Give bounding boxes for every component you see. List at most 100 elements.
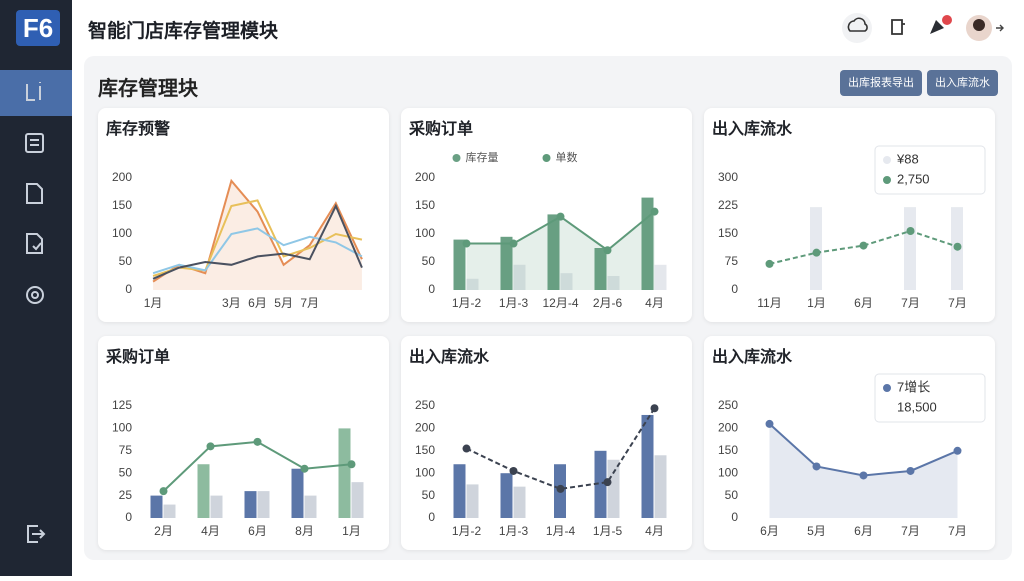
- x-tick-label: 8月: [295, 524, 314, 538]
- content-panel: 库存管理块 出库报表导出 出入库流水 库存预警 0 50 100 150 200 1月 3月 6…: [84, 56, 1012, 560]
- point: [650, 404, 659, 413]
- point: [650, 207, 659, 216]
- point: [765, 259, 774, 268]
- nav-icon[interactable]: [26, 183, 43, 204]
- bar: [351, 482, 364, 518]
- y-tick-label: 100: [112, 226, 132, 240]
- point: [509, 466, 518, 475]
- x-tick-label: 1月-5: [593, 524, 623, 538]
- nav-icon[interactable]: [26, 82, 41, 101]
- chart: 出入库流水 0 50 100 150 200 250 1月-2 1月-3 1月-4 1月-5 4月: [409, 347, 667, 538]
- nav-icon[interactable]: [26, 286, 44, 304]
- legend-label: 单数: [556, 151, 578, 164]
- bar: [257, 491, 270, 518]
- y-tick-label: 150: [718, 443, 738, 457]
- bar: [607, 459, 620, 518]
- line: [152, 199, 363, 277]
- x-tick-label: 7月: [948, 296, 967, 310]
- legend-box: [874, 145, 986, 195]
- bar: [291, 468, 304, 518]
- line: [466, 407, 656, 490]
- point: [812, 248, 821, 257]
- y-tick-label: 100: [718, 465, 738, 479]
- chart-card: 出入库流水 0 50 100 150 200 250 6月 5月 6月 7月 7月 7增长 18,500: [704, 336, 995, 550]
- point: [859, 241, 868, 250]
- chart-card: 出入库流水 0 75 150 225 300 11月 1月 6月 7月 7月 ¥88 2,750: [704, 108, 995, 322]
- x-tick-label: 4月: [645, 524, 664, 538]
- y-tick-label: 75: [725, 254, 739, 268]
- x-tick-label: 6月: [760, 524, 779, 538]
- bar: [560, 273, 573, 290]
- y-tick-label: 75: [119, 443, 133, 457]
- x-tick-label: 7月: [300, 296, 319, 310]
- bar: [513, 486, 526, 518]
- active-nav[interactable]: [0, 70, 72, 116]
- y-tick-label: 0: [428, 282, 435, 296]
- legend-box: [874, 373, 986, 423]
- y-tick-label: 0: [731, 510, 738, 524]
- bar: [654, 455, 667, 518]
- x-tick-label: 1月: [807, 296, 826, 310]
- action-button[interactable]: 出库报表导出: [840, 70, 922, 96]
- y-tick-label: 0: [428, 510, 435, 524]
- bar: [338, 428, 351, 518]
- bar: [641, 414, 654, 518]
- chart-grid: 库存预警 0 50 100 150 200 1月 3月 6月 5月 7月 采购订单 0 50 100 150 2…: [98, 108, 995, 550]
- bar: [466, 278, 479, 290]
- chart-title: 出入库流水: [712, 347, 793, 366]
- notification-badge: [942, 15, 952, 25]
- area: [769, 423, 958, 518]
- bar: [513, 264, 526, 290]
- point: [300, 464, 309, 473]
- y-tick-label: 200: [718, 421, 738, 435]
- point: [603, 246, 612, 255]
- legend-swatch: [452, 154, 461, 162]
- y-tick-label: 0: [731, 282, 738, 296]
- y-tick-label: 50: [422, 488, 436, 502]
- point: [953, 446, 962, 455]
- x-tick-label: 1月-3: [499, 296, 529, 310]
- bell-button[interactable]: [930, 20, 944, 34]
- line: [152, 203, 363, 280]
- nav-icon[interactable]: [25, 133, 44, 153]
- y-tick-label: 300: [718, 170, 738, 184]
- y-tick-label: 150: [718, 226, 738, 240]
- chart-card: 出入库流水 0 50 100 150 200 250 1月-2 1月-3 1月-4 1月-5 4月: [401, 336, 692, 550]
- bar: [453, 239, 466, 290]
- x-tick-label: 2月-6: [593, 296, 623, 310]
- point: [812, 462, 821, 471]
- chart: 出入库流水 0 50 100 150 200 250 6月 5月 6月 7月 7月 7增长 18,500: [712, 347, 986, 538]
- menu-arrow[interactable]: [996, 24, 1004, 32]
- bar: [904, 207, 916, 290]
- x-tick-label: 1月: [144, 296, 163, 310]
- legend-swatch: [883, 156, 891, 164]
- x-tick-label: 6月: [248, 524, 267, 538]
- doc-button[interactable]: [891, 19, 905, 35]
- legend-swatch: [883, 384, 891, 392]
- point: [159, 487, 168, 496]
- logout-icon[interactable]: [27, 525, 46, 543]
- line: [162, 440, 352, 492]
- nav-icon[interactable]: [26, 233, 43, 254]
- y-tick-label: 225: [718, 198, 738, 212]
- action-button[interactable]: 出入库流水: [927, 70, 998, 96]
- y-tick-label: 200: [112, 170, 132, 184]
- x-tick-label: 5月: [274, 296, 293, 310]
- x-tick-label: 11月: [757, 296, 781, 310]
- bar: [304, 495, 317, 518]
- y-tick-label: 125: [112, 398, 132, 412]
- chart-title: 采购订单: [105, 347, 170, 366]
- chart: 采购订单 0 50 100 150 200 1月-2 1月-3 12月-4 2月-6 4月 库存量 单数: [408, 119, 667, 310]
- y-tick-label: 0: [125, 510, 132, 524]
- nav-icon-lines: [30, 139, 39, 146]
- x-tick-label: 3月: [222, 296, 241, 310]
- point: [206, 442, 215, 451]
- y-tick-label: 100: [415, 465, 435, 479]
- x-tick-label: 1月-4: [546, 524, 576, 538]
- point: [953, 242, 962, 251]
- chart-title: 出入库流水: [712, 119, 793, 138]
- x-tick-label: 6月: [854, 524, 873, 538]
- y-tick-label: 100: [112, 421, 132, 435]
- avatar-hair: [973, 19, 985, 31]
- header-actions: [842, 13, 1004, 43]
